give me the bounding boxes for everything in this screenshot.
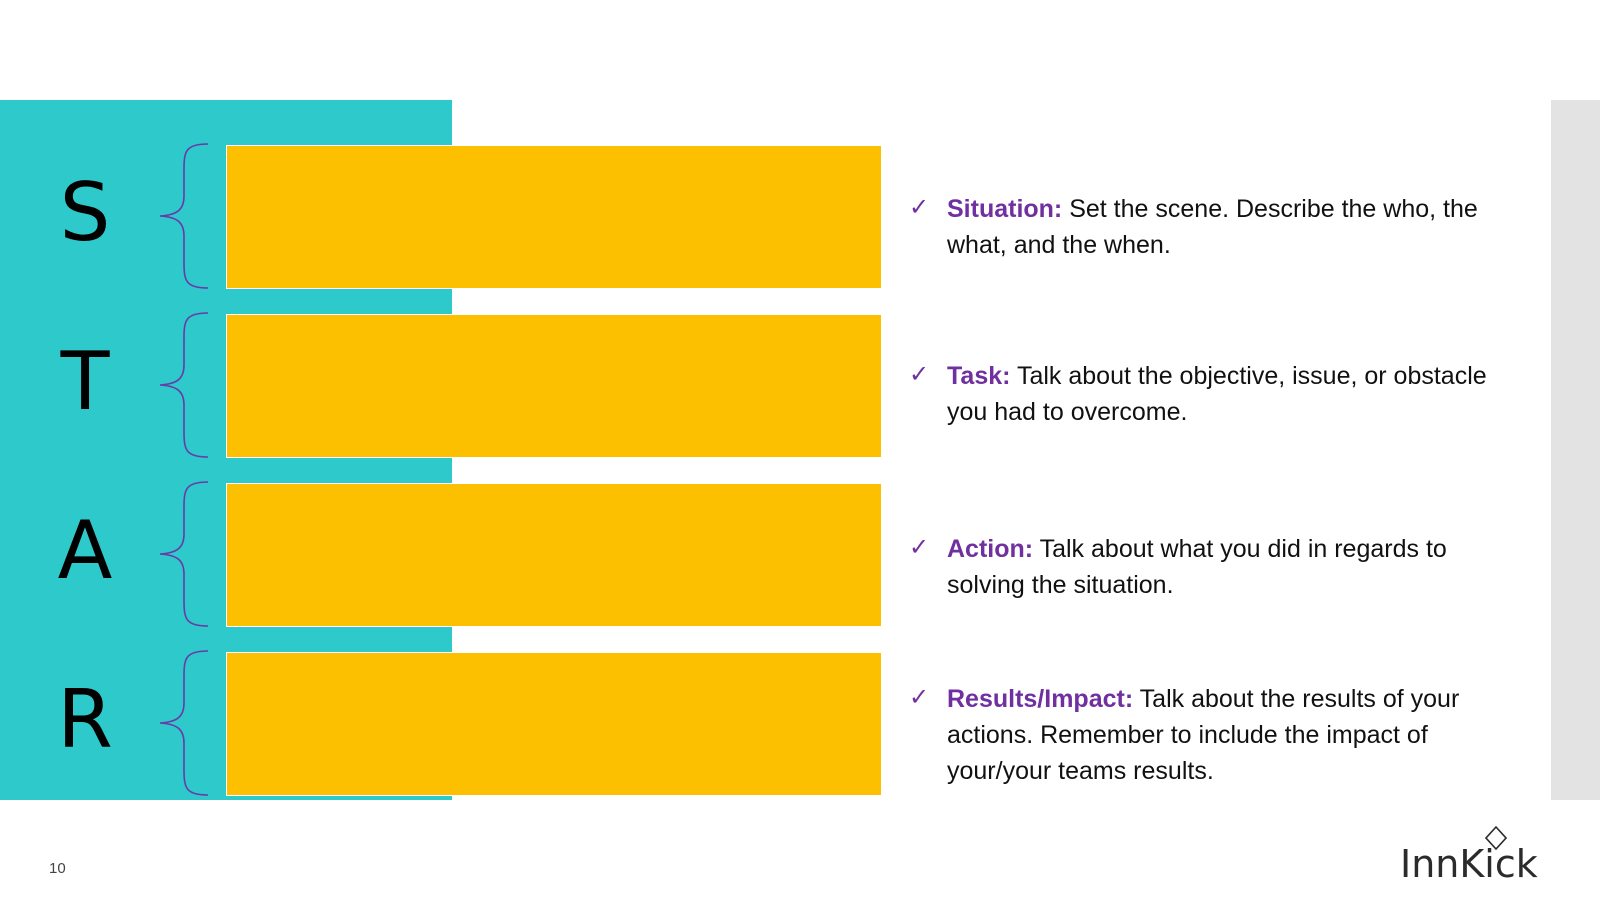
letter-r: R (57, 673, 113, 766)
checkmark-icon: ✓ (909, 533, 930, 561)
results-item: ✓ Results/Impact: Talk about the results… (905, 681, 1525, 789)
letter-s: S (59, 166, 111, 259)
innkick-logo: InnKick (1400, 826, 1545, 886)
action-item: ✓ Action: Talk about what you did in reg… (905, 531, 1525, 603)
situation-bar (227, 146, 881, 288)
action-bar (227, 484, 881, 626)
diamond-icon (1485, 826, 1507, 850)
brace-icon (159, 650, 209, 796)
task-label: Task: (947, 362, 1011, 390)
task-item: ✓ Task: Talk about the objective, issue,… (905, 358, 1525, 430)
page-number: 10 (49, 860, 66, 877)
logo-text: InnKick (1400, 842, 1538, 886)
situation-text: Situation: Set the scene. Describe the w… (947, 191, 1525, 263)
checkmark-icon: ✓ (909, 683, 930, 711)
results-bar (227, 653, 881, 795)
checkmark-icon: ✓ (909, 360, 930, 388)
action-description: Talk about what you did in regards to so… (947, 535, 1447, 599)
action-label: Action: (947, 535, 1034, 563)
action-text: Action: Talk about what you did in regar… (947, 531, 1525, 603)
brace-icon (159, 143, 209, 289)
situation-item: ✓ Situation: Set the scene. Describe the… (905, 191, 1525, 263)
results-text: Results/Impact: Talk about the results o… (947, 681, 1525, 789)
results-description: Talk about the results of your actions. … (947, 685, 1460, 785)
letter-a: A (57, 504, 113, 597)
task-description: Talk about the objective, issue, or obst… (947, 362, 1487, 426)
task-text: Task: Talk about the objective, issue, o… (947, 358, 1525, 430)
results-label: Results/Impact: (947, 685, 1134, 713)
letter-t: T (60, 335, 110, 428)
situation-description: Set the scene. Describe the who, the wha… (947, 195, 1478, 259)
side-gray-panel (1551, 100, 1600, 800)
checkmark-icon: ✓ (909, 193, 930, 221)
task-bar (227, 315, 881, 457)
situation-label: Situation: (947, 195, 1063, 223)
brace-icon (159, 312, 209, 458)
brace-icon (159, 481, 209, 627)
